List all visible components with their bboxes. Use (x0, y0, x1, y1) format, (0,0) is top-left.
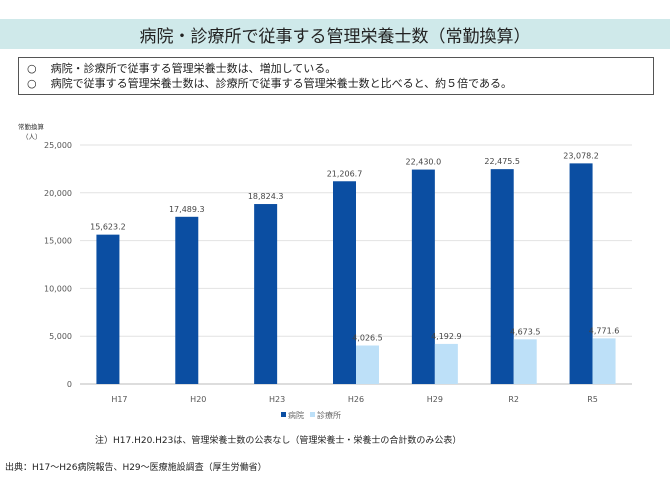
footnote: 注）H17.H20.H23は、管理栄養士数の公表なし（管理栄養士・栄養士の合計数… (95, 436, 462, 446)
bar-hospital (411, 169, 435, 384)
bar-clinic (592, 338, 616, 384)
summary-line: ○ 病院・診療所で従事する管理栄養士数は、増加している。 (27, 61, 645, 76)
bar-hospital (569, 163, 593, 384)
legend-label: 病院 (288, 410, 304, 420)
y-tick-label: 20,000 (44, 189, 72, 198)
bar-hospital (96, 234, 120, 384)
x-tick-label: H17 (111, 395, 127, 404)
bar-hospital (333, 181, 356, 384)
data-label: 4,771.6 (589, 326, 620, 335)
y-tick-label: 0 (67, 380, 72, 389)
x-tick-label: H23 (269, 395, 285, 404)
y-tick-label: 15,000 (44, 237, 72, 246)
y-axis-label: 常勤換算 (18, 122, 45, 131)
bar-hospital (490, 169, 514, 384)
data-label: 4,192.9 (431, 332, 462, 341)
y-axis-label: （人） (22, 133, 42, 141)
data-label: 23,078.2 (563, 151, 599, 160)
bar-clinic (513, 339, 537, 384)
bullet-icon: ○ (27, 62, 37, 75)
source-citation: 出典：H17～H26病院報告、H29～医療施設調査（厚生労働省） (5, 463, 267, 473)
bar-chart: 常勤換算 （人） 05,00010,00015,00020,00025,000 … (18, 122, 632, 420)
summary-text: 病院・診療所で従事する管理栄養士数は、増加している。 (50, 62, 337, 75)
summary-line: ○ 病院で従事する管理栄養士数は、診療所で従事する管理栄養士数と比べると、約５倍… (27, 76, 645, 91)
data-label: 21,206.7 (327, 169, 363, 178)
x-tick-label: H26 (348, 395, 364, 404)
data-label: 15,623.2 (90, 223, 126, 232)
legend: 病院 診療所 (281, 410, 341, 420)
bar-clinic (434, 343, 458, 384)
y-tick-label: 25,000 (44, 141, 72, 150)
bar-hospital (254, 204, 278, 384)
y-tick-label: 10,000 (44, 284, 72, 293)
summary-text: 病院で従事する管理栄養士数は、診療所で従事する管理栄養士数と比べると、約５倍であ… (50, 77, 513, 90)
data-label: 4,673.5 (510, 327, 541, 336)
data-label: 17,489.3 (169, 205, 205, 214)
legend-swatch (310, 412, 315, 417)
y-tick-label: 5,000 (49, 332, 72, 341)
page-title: 病院・診療所で従事する管理栄養士数（常勤換算） (0, 19, 670, 49)
x-tick-label: H20 (190, 395, 206, 404)
legend-swatch (281, 412, 286, 417)
bar-hospital (175, 216, 199, 384)
summary-box: ○ 病院・診療所で従事する管理栄養士数は、増加している。 ○ 病院で従事する管理… (18, 57, 654, 95)
x-tick-label: H29 (427, 395, 443, 404)
x-tick-label: R5 (587, 395, 598, 404)
data-label: 18,824.3 (248, 192, 284, 201)
data-label: 22,430.0 (406, 158, 442, 167)
data-label: 4,026.5 (352, 334, 383, 343)
bullet-icon: ○ (27, 77, 37, 90)
bar-clinic (356, 345, 379, 384)
data-label: 22,475.5 (484, 157, 520, 166)
x-tick-label: R2 (508, 395, 519, 404)
legend-label: 診療所 (317, 410, 341, 420)
